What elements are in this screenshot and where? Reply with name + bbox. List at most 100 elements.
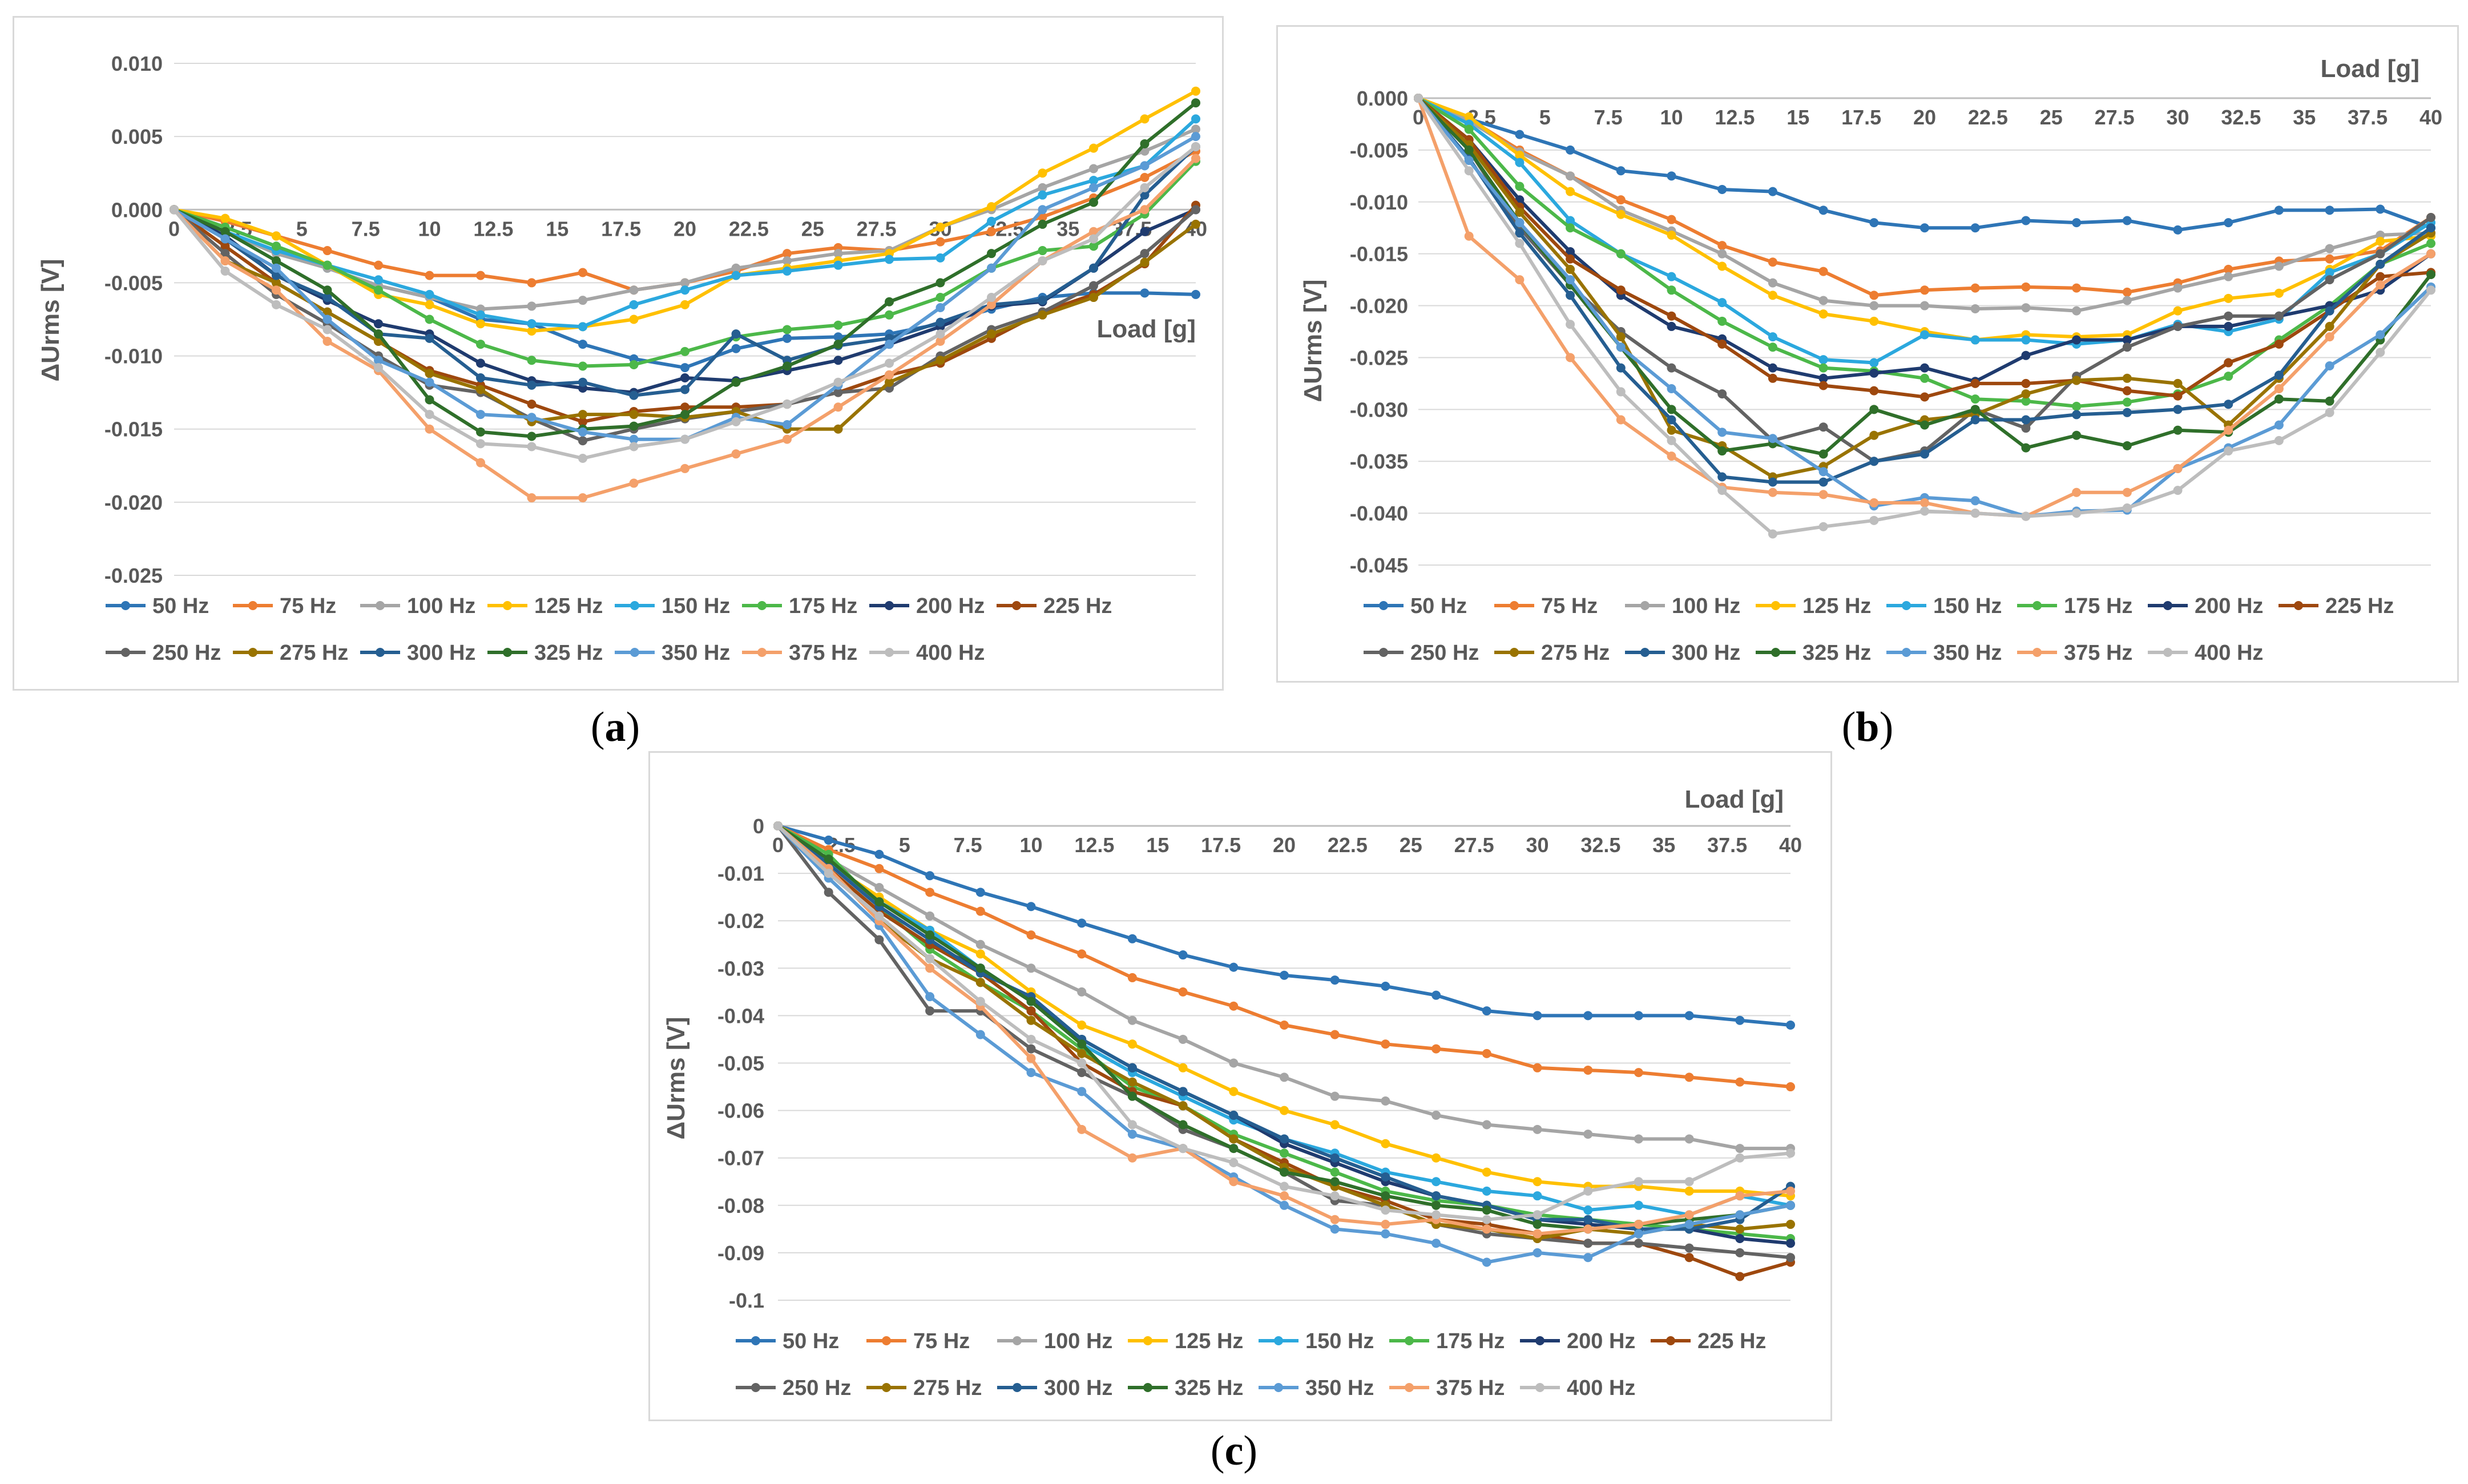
data-point (1140, 114, 1150, 124)
data-point (1970, 378, 1980, 388)
legend-marker (885, 601, 894, 610)
data-point (680, 373, 689, 383)
data-point (425, 300, 434, 309)
x-tick-label: 17.5 (1201, 833, 1241, 857)
legend-marker (1013, 1383, 1022, 1392)
x-tick-label: 32.5 (2221, 106, 2261, 129)
data-point (2173, 225, 2183, 235)
data-point (2325, 268, 2334, 277)
data-point (1616, 285, 1626, 295)
data-point (2376, 249, 2385, 259)
data-point (1667, 311, 1676, 321)
data-point (1533, 1220, 1542, 1229)
y-tick-label: -0.010 (1350, 191, 1408, 214)
x-tick-label: 22.5 (1328, 833, 1368, 857)
data-point (1464, 145, 1474, 155)
y-tick-label: -0.020 (104, 491, 163, 514)
data-point (1970, 394, 1980, 404)
legend-marker (1379, 601, 1388, 610)
data-point (1038, 296, 1047, 305)
data-point (527, 413, 537, 422)
data-point (1869, 291, 1879, 300)
data-point (1431, 1210, 1441, 1220)
data-point (1077, 918, 1087, 928)
data-point (680, 285, 689, 295)
data-point (2274, 205, 2284, 215)
x-tick-label: 35 (2293, 106, 2316, 129)
legend-label: 50 Hz (783, 1329, 839, 1353)
data-point (885, 255, 894, 264)
data-point (2274, 435, 2284, 445)
data-point (833, 260, 843, 270)
data-point (680, 385, 689, 394)
data-point (925, 992, 935, 1002)
legend-marker (1274, 1383, 1283, 1392)
x-tick-label: 15 (1787, 106, 1809, 129)
data-point (1717, 184, 1727, 194)
data-point (527, 380, 537, 390)
legend-label: 325 Hz (1175, 1376, 1243, 1400)
data-point (1515, 150, 1525, 160)
data-point (935, 336, 945, 346)
legend-label: 50 Hz (152, 594, 209, 618)
data-point (1191, 124, 1200, 134)
data-point (1818, 467, 1828, 477)
data-point (1667, 363, 1676, 373)
data-point (783, 333, 792, 343)
legend-label: 300 Hz (1044, 1376, 1112, 1400)
data-point (824, 835, 833, 845)
data-point (1818, 490, 1828, 499)
y-axis-title: ΔUrms [V] (662, 1017, 690, 1140)
data-point (783, 361, 792, 371)
data-point (2376, 236, 2385, 246)
legend-label: 225 Hz (1043, 594, 1112, 618)
legend-marker (1640, 648, 1650, 657)
data-point (1684, 1186, 1694, 1196)
data-point (2274, 311, 2284, 321)
data-point (2173, 283, 2183, 293)
data-point (272, 256, 281, 265)
x-tick-label: 5 (1539, 106, 1551, 129)
data-point (374, 275, 383, 285)
data-point (885, 370, 894, 380)
y-tick-label: 0.005 (111, 125, 163, 148)
legend-label: 250 Hz (1410, 641, 1479, 665)
data-point (629, 285, 639, 295)
data-point (425, 289, 434, 299)
data-point (1482, 1049, 1491, 1058)
data-point (1768, 342, 1777, 352)
data-point (1089, 143, 1098, 153)
data-point (1583, 1253, 1593, 1263)
data-point (1768, 291, 1777, 300)
x-tick-label: 25 (1400, 833, 1422, 857)
data-point (1229, 962, 1239, 972)
data-point (1768, 477, 1777, 487)
data-point (2173, 306, 2183, 316)
data-point (1920, 449, 1929, 459)
data-point (425, 271, 434, 280)
data-point (2173, 405, 2183, 414)
legend-label: 200 Hz (2195, 594, 2263, 618)
data-point (2376, 280, 2385, 290)
data-point (1970, 415, 1980, 425)
data-point (1482, 1215, 1491, 1224)
legend-label: 400 Hz (1567, 1376, 1635, 1400)
x-tick-label: 20 (1273, 833, 1296, 857)
data-point (2376, 330, 2385, 340)
data-point (578, 322, 587, 332)
data-point (1818, 449, 1828, 459)
data-point (2122, 397, 2132, 407)
data-point (1140, 227, 1150, 236)
data-point (680, 402, 689, 412)
data-point (374, 285, 383, 295)
data-point (987, 227, 996, 236)
data-point (1768, 278, 1777, 288)
data-point (975, 963, 985, 973)
data-point (1178, 1063, 1188, 1072)
y-tick-label: -0.07 (717, 1147, 764, 1170)
data-point (1280, 1167, 1289, 1177)
y-tick-label: -0.005 (104, 271, 163, 295)
data-point (578, 436, 587, 446)
data-point (1768, 332, 1777, 342)
data-point (1566, 275, 1575, 285)
